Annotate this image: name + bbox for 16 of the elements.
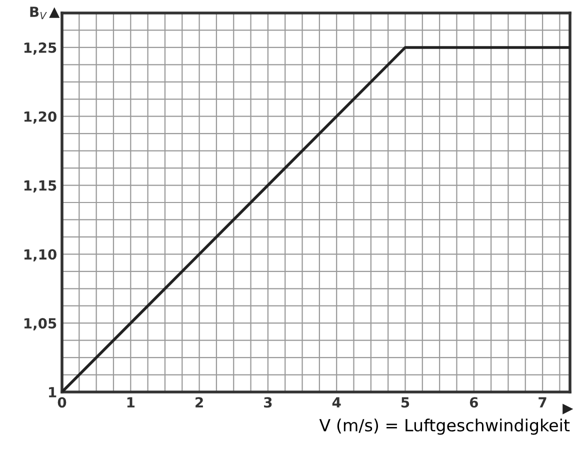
x-tick-label: 5	[401, 397, 410, 408]
x-tick-label: 6	[470, 397, 478, 408]
y-tick-label: 1,25	[24, 42, 56, 55]
x-tick-label: 1	[127, 397, 135, 408]
y-tick-label: 1,05	[24, 318, 56, 330]
y-tick-label: 1	[49, 387, 56, 398]
y-tick-label: 1,20	[24, 111, 56, 124]
x-tick-label: 2	[196, 397, 203, 408]
y-tick-label: 1,15	[24, 180, 56, 193]
x-tick-label: 3	[264, 397, 272, 408]
x-axis-title: V (m/s) = Luftgeschwindigkeit	[319, 418, 570, 435]
x-tick-label: 0	[58, 397, 66, 408]
y-tick-label: 1,10	[24, 249, 56, 262]
x-tick-label: 4	[332, 397, 341, 408]
x-tick-label: 7	[538, 397, 546, 408]
y-axis-title: B$_{V}$	[30, 6, 47, 20]
